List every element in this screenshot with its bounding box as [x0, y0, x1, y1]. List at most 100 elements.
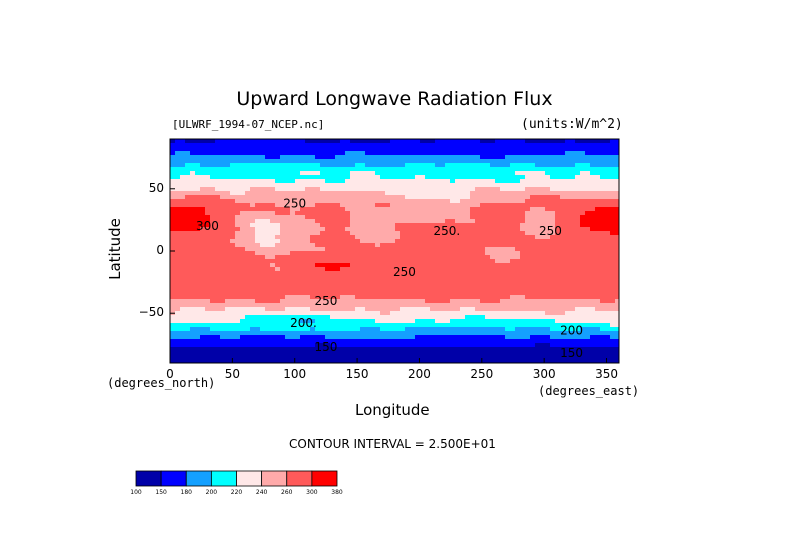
field-cell	[215, 187, 221, 192]
field-cell	[600, 275, 606, 280]
field-cell	[190, 199, 196, 204]
field-cell	[475, 247, 481, 252]
field-cell	[505, 331, 511, 336]
field-cell	[380, 211, 386, 216]
field-cell	[365, 291, 371, 296]
field-cell	[220, 259, 226, 264]
field-cell	[570, 231, 576, 236]
units-label: (units:W/m^2)	[521, 117, 623, 132]
field-cell	[330, 271, 336, 276]
field-cell	[565, 347, 571, 352]
field-cell	[370, 235, 376, 240]
field-cell	[395, 275, 401, 280]
field-cell	[470, 303, 476, 308]
field-cell	[175, 319, 181, 324]
field-cell	[320, 243, 326, 248]
field-cell	[590, 207, 596, 212]
field-cell	[320, 287, 326, 292]
field-cell	[315, 267, 321, 272]
field-cell	[315, 155, 321, 160]
field-cell	[295, 323, 301, 328]
field-cell	[605, 311, 611, 316]
field-cell	[215, 295, 221, 300]
field-cell	[240, 331, 246, 336]
field-cell	[575, 351, 581, 356]
field-cell	[570, 259, 576, 264]
field-cell	[385, 203, 391, 208]
field-cell	[320, 355, 326, 360]
field-cell	[380, 163, 386, 168]
field-cell	[480, 175, 486, 180]
field-cell	[375, 159, 381, 164]
field-cell	[275, 263, 281, 268]
field-cell	[315, 323, 321, 328]
field-cell	[385, 195, 391, 200]
field-cell	[275, 195, 281, 200]
field-cell	[260, 311, 266, 316]
field-cell	[285, 235, 291, 240]
field-cell	[205, 299, 211, 304]
field-cell	[425, 139, 431, 144]
field-cell	[475, 303, 481, 308]
field-cell	[270, 315, 276, 320]
field-cell	[375, 359, 381, 363]
field-cell	[555, 159, 561, 164]
field-cell	[415, 323, 421, 328]
field-cell	[285, 355, 291, 360]
field-cell	[495, 335, 501, 340]
field-cell	[560, 331, 566, 336]
field-cell	[555, 207, 561, 212]
field-cell	[590, 295, 596, 300]
field-cell	[560, 255, 566, 260]
field-cell	[220, 207, 226, 212]
field-cell	[355, 163, 361, 168]
field-cell	[465, 255, 471, 260]
field-cell	[510, 159, 516, 164]
field-cell	[455, 303, 461, 308]
field-cell	[170, 319, 176, 324]
field-cell	[365, 207, 371, 212]
field-cell	[175, 183, 181, 188]
field-cell	[440, 275, 446, 280]
field-cell	[240, 195, 246, 200]
field-cell	[470, 315, 476, 320]
field-cell	[220, 203, 226, 208]
field-cell	[585, 335, 591, 340]
field-cell	[545, 263, 551, 268]
field-cell	[425, 275, 431, 280]
field-cell	[300, 243, 306, 248]
field-cell	[380, 187, 386, 192]
field-cell	[385, 255, 391, 260]
field-cell	[360, 247, 366, 252]
field-cell	[510, 315, 516, 320]
field-cell	[510, 339, 516, 344]
field-cell	[295, 183, 301, 188]
field-cell	[540, 307, 546, 312]
field-cell	[185, 275, 191, 280]
field-cell	[510, 303, 516, 308]
field-cell	[540, 139, 546, 144]
field-cell	[285, 331, 291, 336]
field-cell	[320, 151, 326, 156]
field-cell	[395, 163, 401, 168]
field-cell	[435, 327, 441, 332]
field-cell	[495, 307, 501, 312]
field-cell	[415, 143, 421, 148]
field-cell	[250, 199, 256, 204]
field-cell	[575, 299, 581, 304]
field-cell	[425, 267, 431, 272]
field-cell	[215, 143, 221, 148]
field-cell	[460, 255, 466, 260]
field-cell	[335, 323, 341, 328]
field-cell	[220, 343, 226, 348]
field-cell	[455, 223, 461, 228]
field-cell	[615, 199, 619, 204]
field-cell	[600, 171, 606, 176]
field-cell	[335, 191, 341, 196]
field-cell	[550, 235, 556, 240]
field-cell	[405, 315, 411, 320]
field-cell	[240, 143, 246, 148]
field-cell	[195, 295, 201, 300]
field-cell	[465, 147, 471, 152]
field-cell	[455, 263, 461, 268]
